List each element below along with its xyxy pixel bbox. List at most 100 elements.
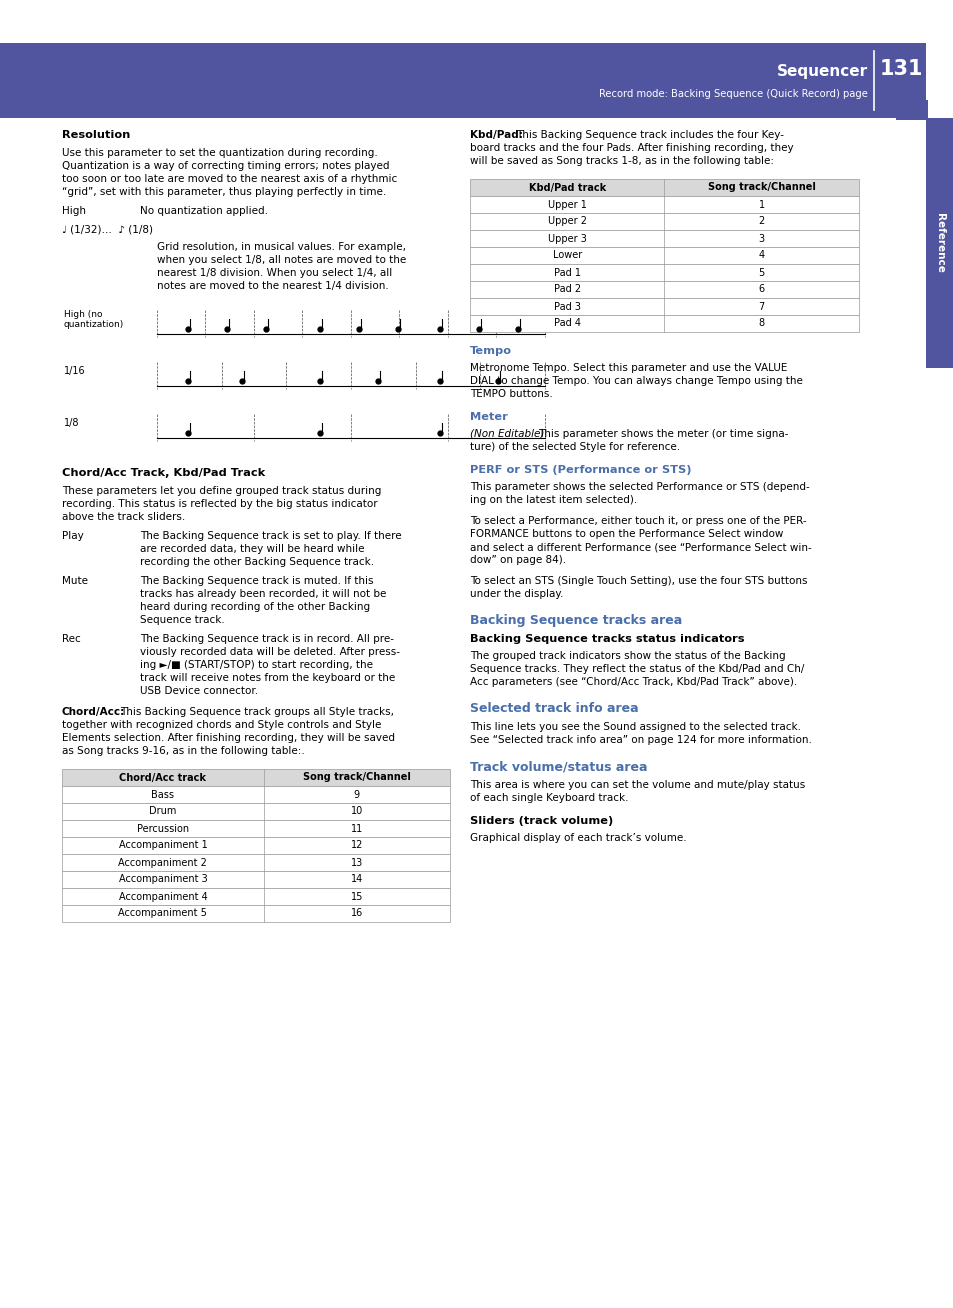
Text: 6: 6 bbox=[758, 285, 764, 294]
Bar bbox=[62, 854, 450, 871]
Text: Rec: Rec bbox=[62, 634, 81, 644]
Text: board tracks and the four Pads. After finishing recording, they: board tracks and the four Pads. After fi… bbox=[470, 143, 793, 153]
Text: 9: 9 bbox=[354, 790, 359, 799]
Text: Sliders (track volume): Sliders (track volume) bbox=[470, 816, 613, 825]
Bar bbox=[62, 820, 450, 837]
Text: ture) of the selected Style for reference.: ture) of the selected Style for referenc… bbox=[470, 442, 679, 453]
Bar bbox=[470, 230, 858, 247]
Text: 13: 13 bbox=[351, 858, 363, 867]
Text: USB Device connector.: USB Device connector. bbox=[140, 685, 258, 696]
Text: 8: 8 bbox=[758, 319, 764, 328]
Text: FORMANCE buttons to open the Performance Select window: FORMANCE buttons to open the Performance… bbox=[470, 528, 782, 539]
Text: Accompaniment 5: Accompaniment 5 bbox=[118, 909, 207, 918]
Text: These parameters let you define grouped track status during: These parameters let you define grouped … bbox=[62, 487, 381, 496]
Text: above the track sliders.: above the track sliders. bbox=[62, 511, 185, 522]
Text: Metronome Tempo. Select this parameter and use the VALUE: Metronome Tempo. Select this parameter a… bbox=[470, 364, 786, 373]
Bar bbox=[62, 871, 450, 888]
Text: are recorded data, they will be heard while: are recorded data, they will be heard wh… bbox=[140, 544, 364, 555]
Text: Meter: Meter bbox=[470, 412, 507, 422]
Text: Pad 3: Pad 3 bbox=[553, 302, 580, 311]
Text: Pad 2: Pad 2 bbox=[553, 285, 580, 294]
Text: Backing Sequence tracks area: Backing Sequence tracks area bbox=[470, 613, 681, 627]
Text: This parameter shows the selected Performance or STS (depend-: This parameter shows the selected Perfor… bbox=[470, 483, 809, 492]
Text: 12: 12 bbox=[351, 841, 363, 850]
Bar bbox=[470, 281, 858, 298]
Text: This line lets you see the Sound assigned to the selected track.: This line lets you see the Sound assigne… bbox=[470, 722, 801, 732]
Text: Use this parameter to set the quantization during recording.: Use this parameter to set the quantizati… bbox=[62, 148, 377, 158]
Text: Elements selection. After finishing recording, they will be saved: Elements selection. After finishing reco… bbox=[62, 732, 395, 743]
Text: The Backing Sequence track is in record. All pre-: The Backing Sequence track is in record.… bbox=[140, 634, 394, 644]
Text: Bass: Bass bbox=[152, 790, 174, 799]
Text: Chord/Acc track: Chord/Acc track bbox=[119, 773, 206, 782]
Text: 4: 4 bbox=[758, 251, 764, 260]
Text: tracks has already been recorded, it will not be: tracks has already been recorded, it wil… bbox=[140, 589, 386, 599]
Text: Resolution: Resolution bbox=[62, 129, 131, 140]
Text: 1/16: 1/16 bbox=[64, 366, 86, 375]
Text: DIAL to change Tempo. You can always change Tempo using the: DIAL to change Tempo. You can always cha… bbox=[470, 375, 802, 386]
Text: 2: 2 bbox=[758, 217, 764, 226]
Text: nearest 1/8 division. When you select 1/4, all: nearest 1/8 division. When you select 1/… bbox=[157, 268, 392, 279]
Text: The Backing Sequence track is muted. If this: The Backing Sequence track is muted. If … bbox=[140, 576, 374, 586]
Text: This parameter shows the meter (or time signa-: This parameter shows the meter (or time … bbox=[537, 429, 788, 439]
Bar bbox=[62, 837, 450, 854]
Text: Upper 1: Upper 1 bbox=[547, 200, 586, 209]
Text: Selected track info area: Selected track info area bbox=[470, 702, 638, 715]
Text: 3: 3 bbox=[758, 234, 764, 243]
Text: 5: 5 bbox=[758, 268, 764, 277]
Bar bbox=[470, 247, 858, 264]
Text: 14: 14 bbox=[351, 875, 363, 884]
Bar bbox=[0, 43, 925, 118]
Text: ing ►/■ (START/STOP) to start recording, the: ing ►/■ (START/STOP) to start recording,… bbox=[140, 661, 373, 670]
Text: Pad 4: Pad 4 bbox=[553, 319, 580, 328]
Text: viously recorded data will be deleted. After press-: viously recorded data will be deleted. A… bbox=[140, 647, 399, 657]
Text: 1: 1 bbox=[758, 200, 764, 209]
Text: Sequencer: Sequencer bbox=[776, 64, 867, 78]
Text: Backing Sequence tracks status indicators: Backing Sequence tracks status indicator… bbox=[470, 634, 743, 644]
Text: Drum: Drum bbox=[149, 807, 176, 816]
Text: under the display.: under the display. bbox=[470, 589, 563, 599]
Bar bbox=[470, 179, 858, 196]
Bar bbox=[925, 118, 953, 368]
Text: dow” on page 84).: dow” on page 84). bbox=[470, 555, 565, 565]
Text: 131: 131 bbox=[879, 59, 922, 80]
Text: No quantization applied.: No quantization applied. bbox=[140, 205, 268, 216]
Text: The Backing Sequence track is set to play. If there: The Backing Sequence track is set to pla… bbox=[140, 531, 401, 542]
Bar bbox=[470, 298, 858, 315]
Text: heard during recording of the other Backing: heard during recording of the other Back… bbox=[140, 602, 370, 612]
Text: Play: Play bbox=[62, 531, 84, 542]
Text: Accompaniment 2: Accompaniment 2 bbox=[118, 858, 207, 867]
Text: Accompaniment 4: Accompaniment 4 bbox=[118, 892, 207, 901]
Text: Accompaniment 3: Accompaniment 3 bbox=[118, 875, 207, 884]
Text: To select a Performance, either touch it, or press one of the PER-: To select a Performance, either touch it… bbox=[470, 515, 806, 526]
Text: 15: 15 bbox=[351, 892, 363, 901]
Text: Song track/Channel: Song track/Channel bbox=[707, 183, 815, 192]
Text: Kbd/Pad track: Kbd/Pad track bbox=[528, 183, 605, 192]
Bar bbox=[62, 769, 450, 786]
Text: too soon or too late are moved to the nearest axis of a rhythmic: too soon or too late are moved to the ne… bbox=[62, 174, 396, 184]
Text: Track volume/status area: Track volume/status area bbox=[470, 760, 647, 773]
Text: Reference: Reference bbox=[934, 213, 944, 273]
Text: Percussion: Percussion bbox=[136, 824, 189, 833]
Text: Lower: Lower bbox=[552, 251, 581, 260]
Text: Sequence tracks. They reflect the status of the Kbd/Pad and Ch/: Sequence tracks. They reflect the status… bbox=[470, 664, 803, 674]
Bar bbox=[62, 786, 450, 803]
Text: recording the other Backing Sequence track.: recording the other Backing Sequence tra… bbox=[140, 557, 374, 566]
Text: Upper 2: Upper 2 bbox=[547, 217, 586, 226]
Text: Accompaniment 1: Accompaniment 1 bbox=[118, 841, 207, 850]
Text: track will receive notes from the keyboard or the: track will receive notes from the keyboa… bbox=[140, 674, 395, 683]
Bar bbox=[470, 213, 858, 230]
Text: To select an STS (Single Touch Setting), use the four STS buttons: To select an STS (Single Touch Setting),… bbox=[470, 576, 806, 586]
Bar bbox=[470, 196, 858, 213]
Text: of each single Keyboard track.: of each single Keyboard track. bbox=[470, 793, 628, 803]
Text: Song track/Channel: Song track/Channel bbox=[303, 773, 411, 782]
Text: when you select 1/8, all notes are moved to the: when you select 1/8, all notes are moved… bbox=[157, 255, 406, 266]
Text: TEMPO buttons.: TEMPO buttons. bbox=[470, 388, 552, 399]
Text: Tempo: Tempo bbox=[470, 347, 512, 356]
Text: Mute: Mute bbox=[62, 576, 88, 586]
Text: Chord/Acc:: Chord/Acc: bbox=[62, 708, 125, 717]
Text: Acc parameters (see “Chord/Acc Track, Kbd/Pad Track” above).: Acc parameters (see “Chord/Acc Track, Kb… bbox=[470, 678, 797, 687]
Text: Chord/Acc Track, Kbd/Pad Track: Chord/Acc Track, Kbd/Pad Track bbox=[62, 468, 265, 477]
Text: (Non Editable).: (Non Editable). bbox=[470, 429, 547, 439]
Text: Upper 3: Upper 3 bbox=[547, 234, 586, 243]
Text: Graphical display of each track’s volume.: Graphical display of each track’s volume… bbox=[470, 833, 686, 842]
